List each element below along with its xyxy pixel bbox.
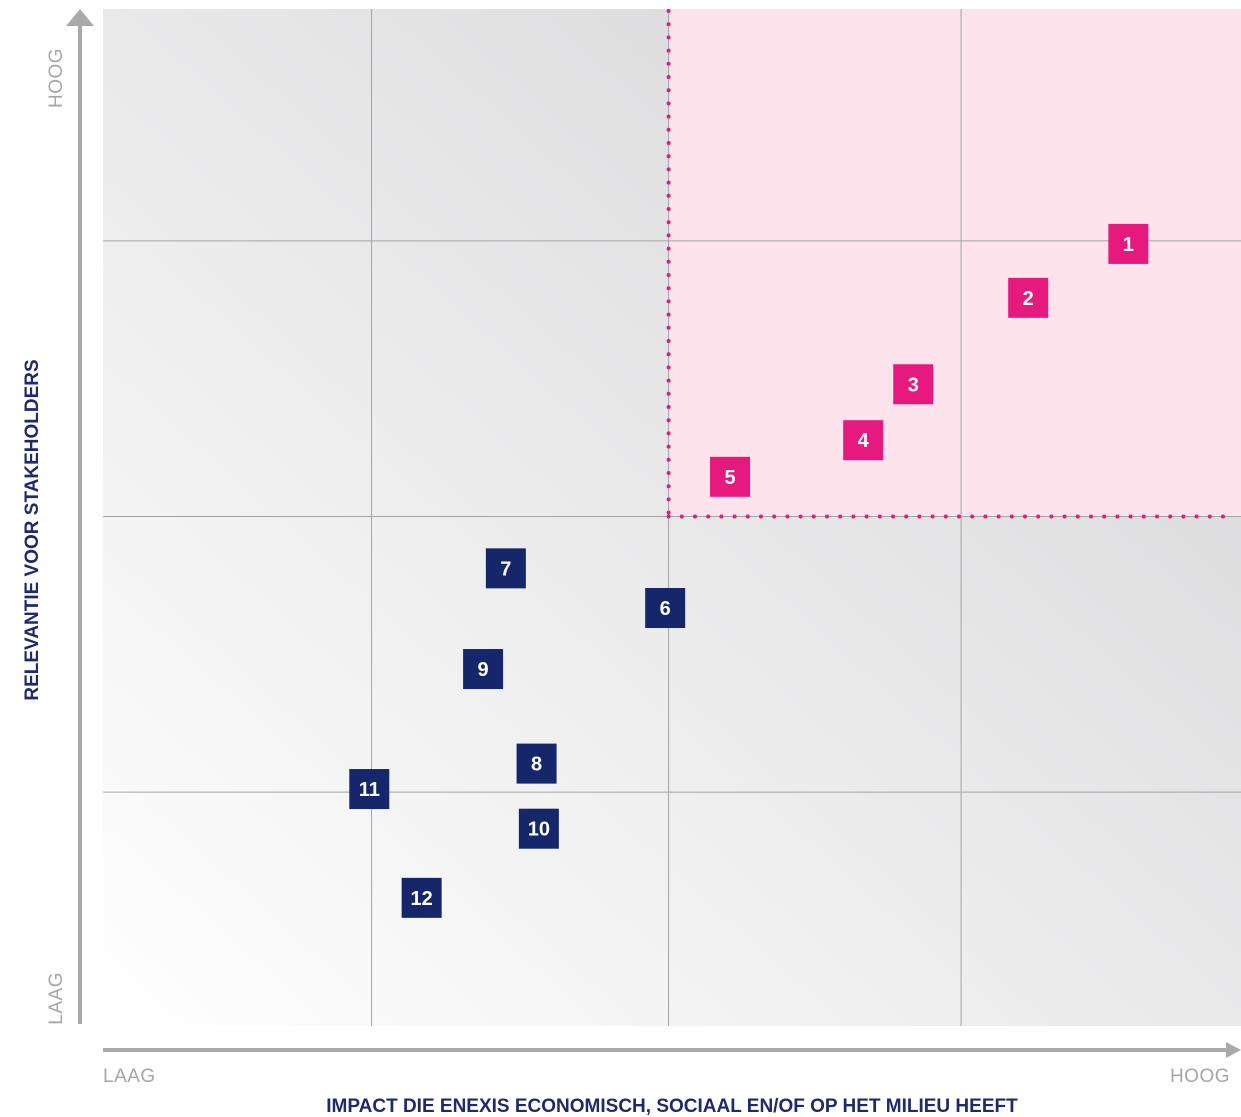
data-point-label: 1: [1123, 234, 1134, 256]
data-point-marker: [516, 743, 557, 784]
data-point-12: 12: [401, 877, 442, 918]
data-point-1: 1: [1108, 223, 1149, 264]
y-axis-arrow-icon: [66, 9, 94, 26]
data-point-label: 2: [1023, 288, 1034, 310]
data-point-4: 4: [843, 420, 884, 461]
data-point-marker: [893, 364, 934, 405]
x-range-high-label: HOOG: [1170, 1066, 1230, 1087]
data-point-marker: [463, 649, 504, 690]
data-point-marker: [401, 877, 442, 918]
data-point-label: 8: [531, 754, 542, 776]
data-point-9: 9: [463, 649, 504, 690]
data-point-label: 11: [359, 779, 380, 801]
data-point-label: 6: [660, 598, 671, 620]
data-point-marker: [518, 808, 559, 849]
data-point-5: 5: [710, 456, 751, 497]
y-range-high-label: HOOG: [46, 48, 67, 108]
x-axis-title: IMPACT DIE ENEXIS ECONOMISCH, SOCIAAL EN…: [326, 1096, 1018, 1117]
data-point-label: 10: [528, 819, 550, 841]
data-point-label: 7: [500, 558, 511, 580]
data-point-11: 11: [349, 769, 390, 810]
x-axis-arrow-icon: [1226, 1042, 1241, 1058]
data-point-label: 12: [411, 888, 433, 910]
data-point-marker: [645, 588, 686, 629]
y-axis-title: RELEVANTIE VOOR STAKEHOLDERS: [22, 359, 43, 700]
y-range-low-label: LAAG: [46, 972, 67, 1025]
data-point-marker: [843, 420, 884, 461]
data-point-marker: [1008, 277, 1049, 318]
y-axis: [66, 9, 94, 1024]
data-point-marker: [485, 548, 526, 589]
data-point-label: 5: [724, 467, 735, 489]
x-range-low-label: LAAG: [103, 1066, 156, 1087]
material-topics-region: [668, 9, 1241, 517]
data-point-7: 7: [485, 548, 526, 589]
data-point-8: 8: [516, 743, 557, 784]
highlight-area: [668, 9, 1241, 517]
data-point-marker: [1108, 223, 1149, 264]
data-point-label: 9: [478, 659, 489, 681]
data-point-marker: [710, 456, 751, 497]
data-point-marker: [349, 769, 390, 810]
data-point-2: 2: [1008, 277, 1049, 318]
data-point-3: 3: [893, 364, 934, 405]
x-axis: [103, 1042, 1241, 1058]
material-topics-region-border: [666, 9, 1231, 519]
data-point-label: 3: [908, 374, 919, 396]
data-point-6: 6: [645, 588, 686, 629]
data-point-label: 4: [858, 430, 870, 452]
data-point-10: 10: [518, 808, 559, 849]
